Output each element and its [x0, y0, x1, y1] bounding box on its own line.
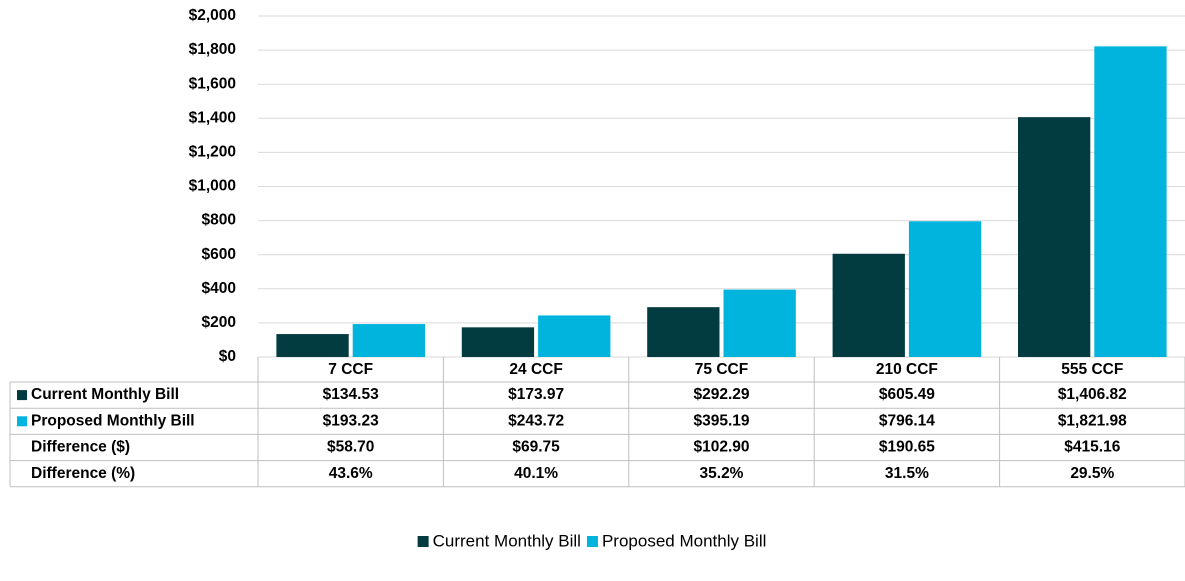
bar — [723, 289, 796, 357]
bar — [908, 221, 982, 357]
table-cell: 31.5% — [885, 465, 929, 482]
table-cell: $415.16 — [1064, 439, 1120, 456]
y-tick-label: $800 — [202, 212, 236, 229]
y-tick-label: $400 — [202, 280, 236, 297]
bar — [1017, 117, 1091, 357]
table-cell: $102.90 — [693, 439, 749, 456]
table-row-label: Difference ($) — [31, 439, 130, 456]
x-tick-label: 75 CCF — [695, 361, 748, 378]
legend-label: Current Monthly Bill — [433, 531, 581, 550]
y-tick-label: $200 — [202, 314, 236, 331]
table-cell: $243.72 — [508, 412, 564, 429]
y-tick-label: $1,000 — [189, 178, 236, 195]
table-legend-key — [17, 416, 27, 427]
table-legend-key — [17, 390, 27, 401]
bar — [538, 315, 611, 357]
table-cell: 43.6% — [329, 465, 373, 482]
table-cell: $292.29 — [693, 386, 749, 403]
table-cell: 29.5% — [1070, 465, 1114, 482]
table-cell: 40.1% — [514, 465, 558, 482]
bar — [1094, 46, 1167, 357]
table-cell: $1,821.98 — [1058, 412, 1127, 429]
y-tick-label: $1,800 — [189, 41, 236, 58]
table-cell: $395.19 — [693, 412, 749, 429]
table-row-label: Difference (%) — [31, 465, 135, 482]
table-cell: $1,406.82 — [1058, 386, 1127, 403]
y-tick-label: $1,400 — [189, 109, 236, 126]
bar — [461, 327, 535, 357]
x-tick-label: 210 CCF — [876, 361, 938, 378]
y-tick-label: $1,600 — [189, 75, 236, 92]
table-cell: $796.14 — [879, 412, 935, 429]
table-row-label: Proposed Monthly Bill — [31, 412, 195, 429]
legend-label: Proposed Monthly Bill — [602, 531, 766, 550]
table-cell: $69.75 — [512, 439, 560, 456]
table-cell: $193.23 — [323, 412, 379, 429]
table-cell: $173.97 — [508, 386, 564, 403]
bar — [647, 307, 720, 357]
table-cell: $190.65 — [879, 439, 935, 456]
legend-key — [417, 536, 429, 547]
table-cell: $58.70 — [327, 439, 374, 456]
x-tick-label: 7 CCF — [328, 361, 373, 378]
table-cell: $134.53 — [323, 386, 379, 403]
y-tick-label: $600 — [202, 246, 236, 263]
bar — [276, 334, 349, 357]
table-row-label: Current Monthly Bill — [31, 386, 179, 403]
y-tick-label: $0 — [219, 348, 236, 365]
y-tick-label: $1,200 — [189, 143, 236, 160]
bar — [352, 324, 426, 357]
y-tick-label: $2,000 — [189, 7, 236, 24]
table-cell: $605.49 — [879, 386, 935, 403]
x-tick-label: 555 CCF — [1061, 361, 1123, 378]
x-tick-label: 24 CCF — [509, 361, 562, 378]
bar — [832, 253, 905, 357]
legend-key — [586, 536, 598, 547]
table-cell: 35.2% — [700, 465, 744, 482]
